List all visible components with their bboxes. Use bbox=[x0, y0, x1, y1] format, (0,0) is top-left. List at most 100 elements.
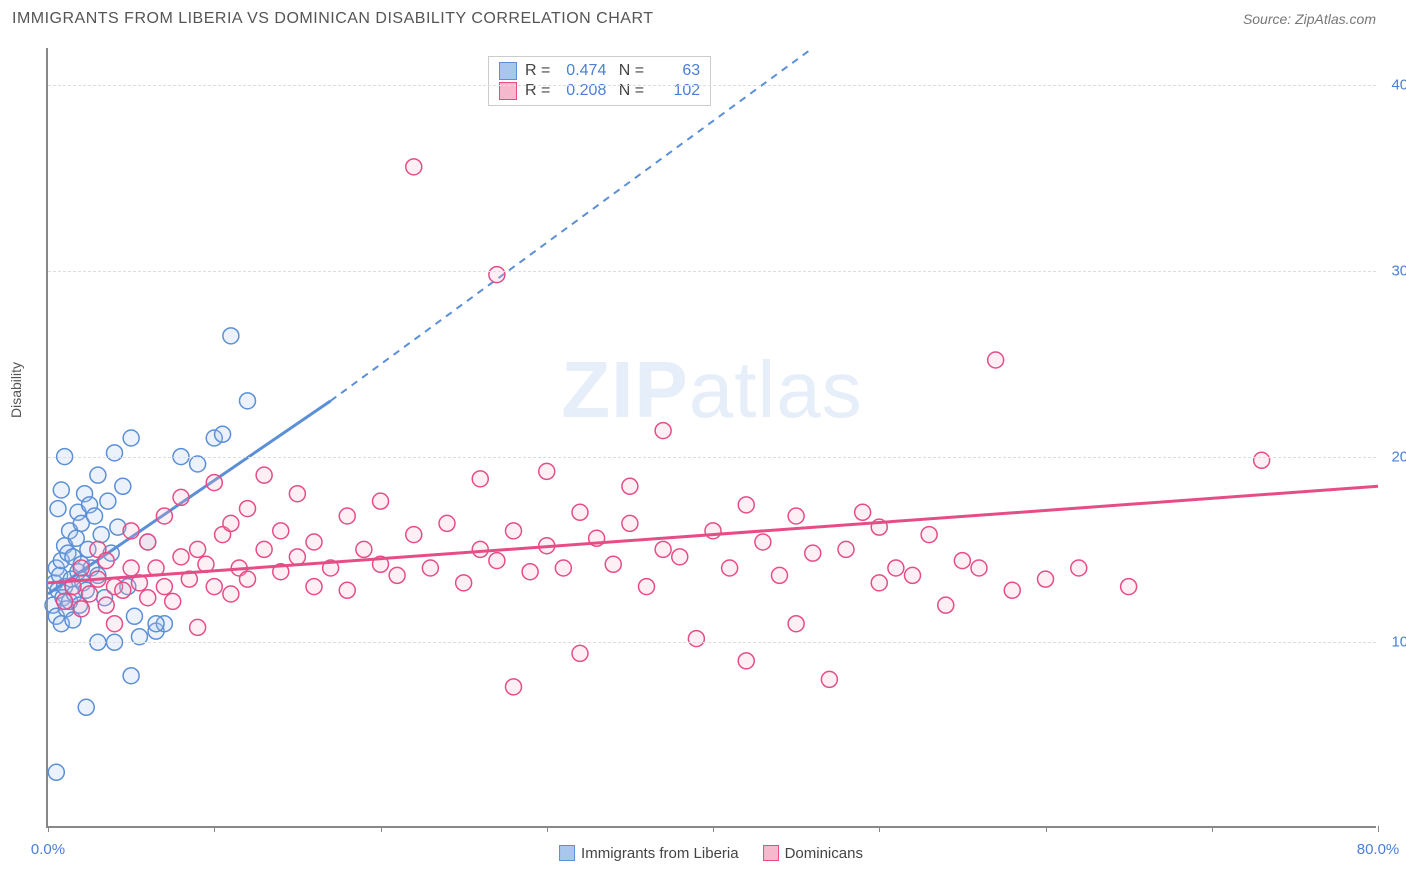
scatter-point-dominicans bbox=[838, 541, 854, 557]
legend-item: Immigrants from Liberia bbox=[559, 845, 739, 862]
scatter-point-dominicans bbox=[190, 541, 206, 557]
gridline bbox=[48, 457, 1376, 458]
scatter-point-dominicans bbox=[356, 541, 372, 557]
gridline bbox=[48, 642, 1376, 643]
scatter-point-dominicans bbox=[805, 545, 821, 561]
scatter-point-liberia bbox=[240, 393, 256, 409]
scatter-point-dominicans bbox=[855, 504, 871, 520]
scatter-point-dominicans bbox=[306, 534, 322, 550]
y-axis-label: Disability bbox=[8, 362, 24, 418]
scatter-point-dominicans bbox=[472, 541, 488, 557]
x-tick bbox=[547, 826, 548, 832]
scatter-point-dominicans bbox=[123, 523, 139, 539]
scatter-point-dominicans bbox=[156, 579, 172, 595]
scatter-point-dominicans bbox=[954, 553, 970, 569]
scatter-point-liberia bbox=[115, 478, 131, 494]
legend-label: Immigrants from Liberia bbox=[581, 845, 739, 862]
source-attribution: Source: ZipAtlas.com bbox=[1243, 11, 1376, 27]
scatter-point-dominicans bbox=[971, 560, 987, 576]
scatter-point-dominicans bbox=[1071, 560, 1087, 576]
scatter-point-liberia bbox=[90, 467, 106, 483]
scatter-point-dominicans bbox=[406, 159, 422, 175]
scatter-point-dominicans bbox=[57, 593, 73, 609]
scatter-point-dominicans bbox=[190, 619, 206, 635]
scatter-point-dominicans bbox=[173, 489, 189, 505]
scatter-point-dominicans bbox=[289, 486, 305, 502]
scatter-point-liberia bbox=[78, 699, 94, 715]
scatter-point-liberia bbox=[190, 456, 206, 472]
scatter-point-dominicans bbox=[489, 267, 505, 283]
scatter-point-dominicans bbox=[422, 560, 438, 576]
scatter-point-dominicans bbox=[672, 549, 688, 565]
scatter-point-liberia bbox=[100, 493, 116, 509]
legend-swatch bbox=[763, 845, 779, 861]
scatter-point-liberia bbox=[93, 527, 109, 543]
x-tick bbox=[48, 826, 49, 832]
scatter-point-liberia bbox=[87, 508, 103, 524]
bottom-legend: Immigrants from LiberiaDominicans bbox=[559, 845, 863, 862]
scatter-point-dominicans bbox=[622, 515, 638, 531]
scatter-point-dominicans bbox=[688, 631, 704, 647]
scatter-point-dominicans bbox=[622, 478, 638, 494]
scatter-point-dominicans bbox=[256, 467, 272, 483]
scatter-point-dominicans bbox=[273, 523, 289, 539]
scatter-point-dominicans bbox=[156, 508, 172, 524]
scatter-point-liberia bbox=[53, 482, 69, 498]
x-tick bbox=[381, 826, 382, 832]
scatter-svg bbox=[48, 48, 1378, 828]
scatter-point-dominicans bbox=[456, 575, 472, 591]
gridline bbox=[48, 271, 1376, 272]
scatter-point-dominicans bbox=[82, 586, 98, 602]
legend-swatch bbox=[559, 845, 575, 861]
scatter-point-dominicans bbox=[1254, 452, 1270, 468]
scatter-point-dominicans bbox=[655, 541, 671, 557]
scatter-point-dominicans bbox=[905, 567, 921, 583]
scatter-point-dominicans bbox=[489, 553, 505, 569]
x-tick bbox=[1046, 826, 1047, 832]
scatter-point-dominicans bbox=[522, 564, 538, 580]
scatter-point-liberia bbox=[50, 501, 66, 517]
scatter-point-dominicans bbox=[1038, 571, 1054, 587]
gridline bbox=[48, 85, 1376, 86]
scatter-point-dominicans bbox=[406, 527, 422, 543]
scatter-point-liberia bbox=[126, 608, 142, 624]
stats-row-liberia: R = 0.474 N = 63 bbox=[499, 61, 700, 81]
scatter-point-dominicans bbox=[206, 475, 222, 491]
scatter-point-dominicans bbox=[373, 493, 389, 509]
scatter-point-dominicans bbox=[506, 523, 522, 539]
scatter-point-dominicans bbox=[223, 515, 239, 531]
scatter-point-liberia bbox=[223, 328, 239, 344]
stats-row-dominicans: R = 0.208 N = 102 bbox=[499, 81, 700, 101]
scatter-point-dominicans bbox=[339, 582, 355, 598]
scatter-point-dominicans bbox=[73, 560, 89, 576]
scatter-point-dominicans bbox=[439, 515, 455, 531]
scatter-point-dominicans bbox=[988, 352, 1004, 368]
x-tick bbox=[214, 826, 215, 832]
y-tick-label: 40.0% bbox=[1391, 77, 1406, 94]
scatter-point-dominicans bbox=[921, 527, 937, 543]
scatter-point-dominicans bbox=[555, 560, 571, 576]
chart-title: IMMIGRANTS FROM LIBERIA VS DOMINICAN DIS… bbox=[12, 10, 653, 28]
scatter-point-dominicans bbox=[788, 508, 804, 524]
scatter-point-dominicans bbox=[73, 601, 89, 617]
scatter-point-dominicans bbox=[738, 497, 754, 513]
scatter-point-dominicans bbox=[821, 671, 837, 687]
scatter-point-dominicans bbox=[140, 534, 156, 550]
scatter-point-dominicans bbox=[772, 567, 788, 583]
x-tick-label: 80.0% bbox=[1357, 841, 1400, 858]
x-tick bbox=[713, 826, 714, 832]
scatter-point-dominicans bbox=[1004, 582, 1020, 598]
x-tick bbox=[1212, 826, 1213, 832]
scatter-point-dominicans bbox=[123, 560, 139, 576]
scatter-point-dominicans bbox=[788, 616, 804, 632]
scatter-point-dominicans bbox=[165, 593, 181, 609]
chart-container: ZIPatlas R = 0.474 N = 63 R = 0.208 N = … bbox=[46, 48, 1376, 828]
scatter-point-liberia bbox=[107, 445, 123, 461]
y-tick-label: 30.0% bbox=[1391, 262, 1406, 279]
y-tick-label: 20.0% bbox=[1391, 448, 1406, 465]
scatter-point-liberia bbox=[148, 616, 164, 632]
scatter-point-dominicans bbox=[605, 556, 621, 572]
scatter-point-dominicans bbox=[539, 463, 555, 479]
scatter-point-dominicans bbox=[722, 560, 738, 576]
scatter-point-dominicans bbox=[871, 575, 887, 591]
